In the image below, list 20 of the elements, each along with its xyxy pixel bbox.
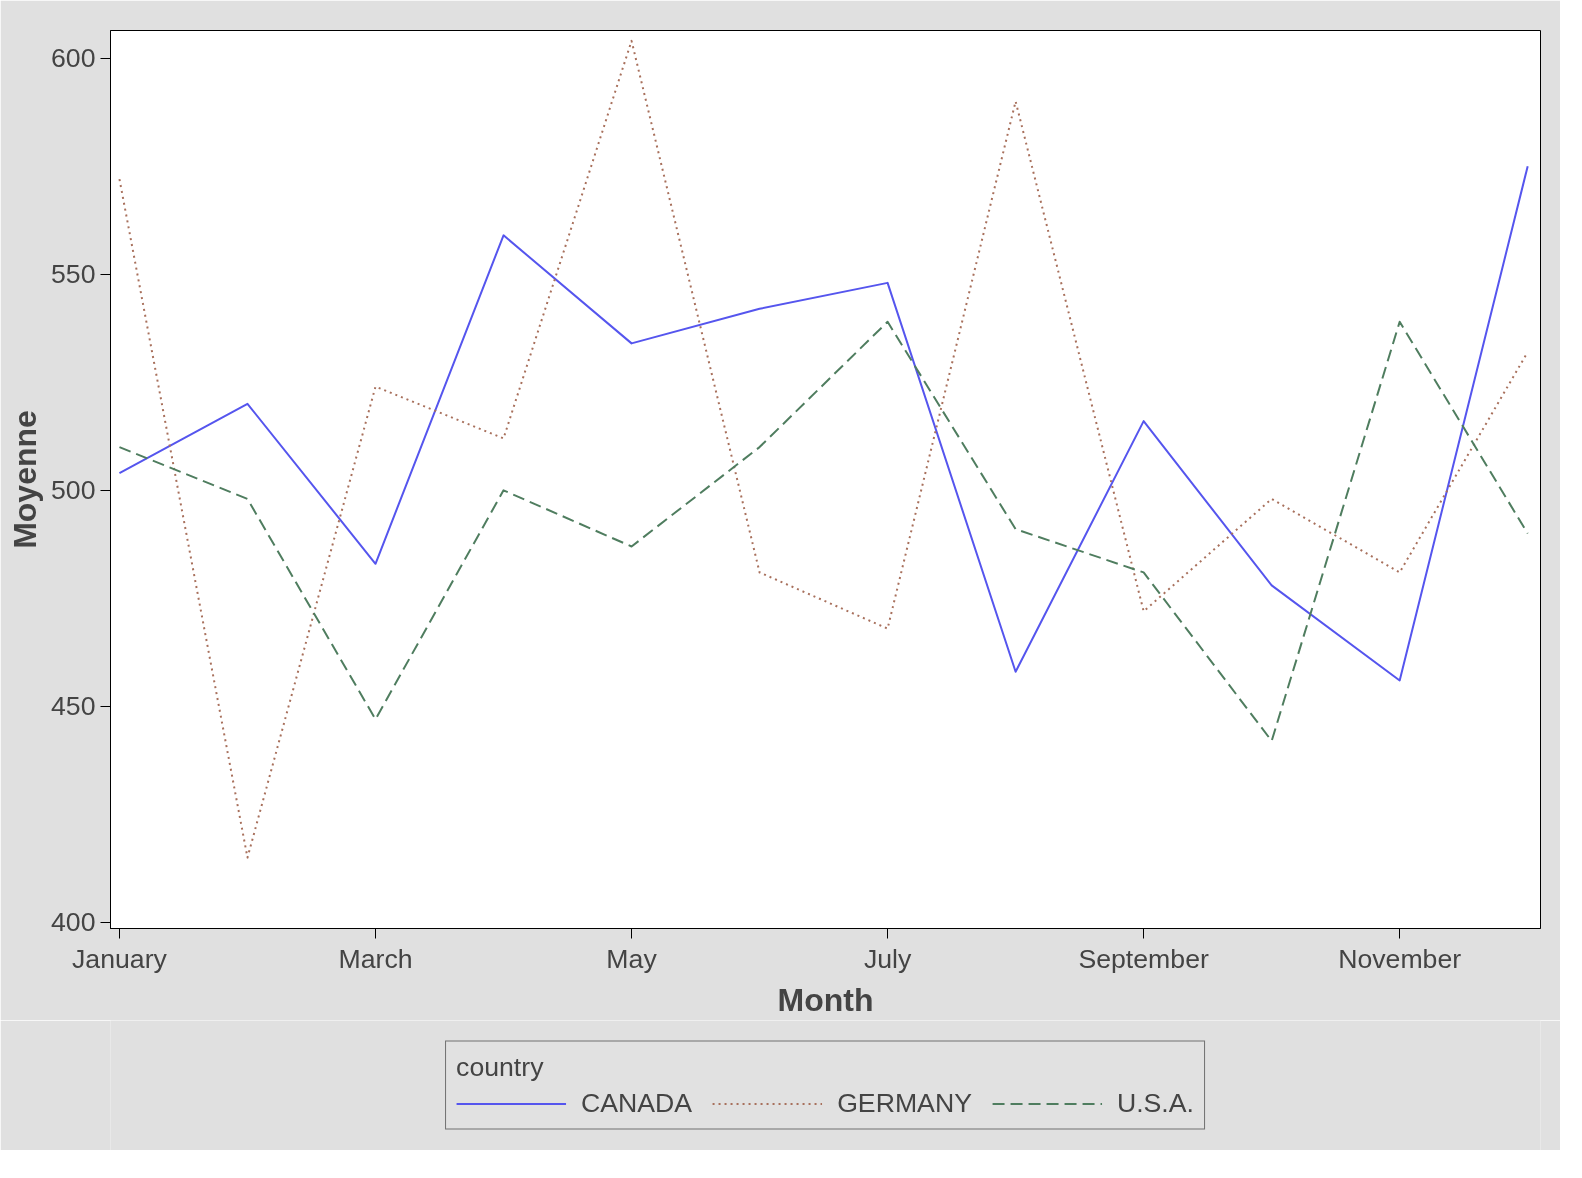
y-axis-title: Moyenne bbox=[7, 410, 44, 549]
x-axis-title: Month bbox=[777, 981, 874, 1018]
x-tick-label: March bbox=[338, 943, 413, 974]
y-tick-label: 500 bbox=[51, 475, 96, 506]
y-tick-label: 550 bbox=[51, 259, 96, 290]
line-series bbox=[118, 320, 1529, 742]
y-tick-label: 600 bbox=[51, 43, 96, 74]
y-tick-label: 450 bbox=[51, 691, 96, 722]
x-tick-label: November bbox=[1338, 943, 1462, 974]
line-series bbox=[118, 165, 1529, 682]
x-tick-label: July bbox=[863, 943, 912, 974]
x-tick-label: May bbox=[606, 943, 658, 974]
x-tick-label: September bbox=[1078, 943, 1209, 974]
legend-label: GERMANY bbox=[837, 1087, 972, 1119]
legend-label: CANADA bbox=[581, 1087, 693, 1119]
x-tick-label: January bbox=[72, 943, 168, 974]
legend-title: country bbox=[456, 1051, 545, 1083]
line-series bbox=[118, 39, 1529, 859]
legend-label: U.S.A. bbox=[1116, 1087, 1194, 1119]
y-tick-label: 400 bbox=[51, 907, 96, 938]
